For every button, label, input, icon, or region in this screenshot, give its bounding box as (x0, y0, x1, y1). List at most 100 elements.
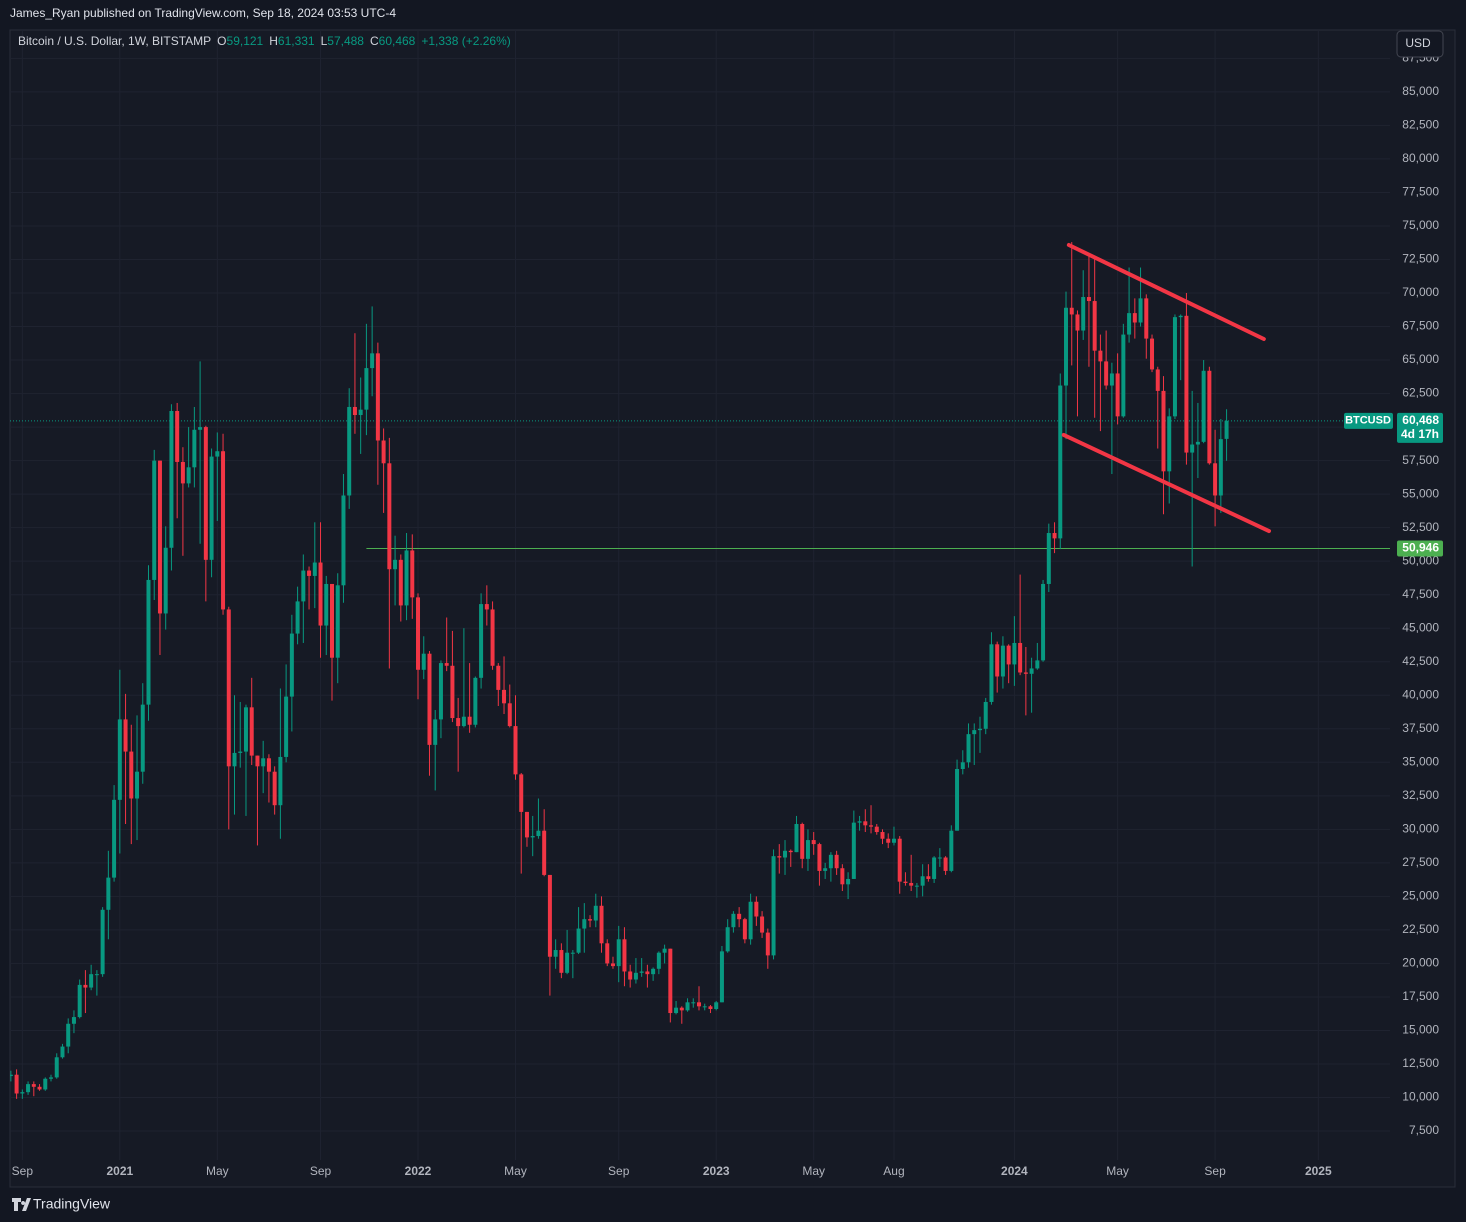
plot (10, 242, 1390, 1099)
candle-body (352, 406, 357, 416)
candle-body (1092, 301, 1097, 351)
y-tick-label: 40,000 (1402, 687, 1439, 701)
candle-body (387, 463, 392, 570)
candle-body (198, 427, 203, 430)
candle-body (760, 916, 765, 933)
candle-body (1104, 361, 1109, 386)
x-tick-label: Sep (12, 1164, 34, 1178)
candle-body (1172, 317, 1177, 417)
candle-body (10, 1074, 13, 1077)
candle-body (507, 703, 512, 727)
candle-body (1058, 385, 1063, 539)
candle-body (1012, 642, 1017, 665)
candle-body (456, 718, 461, 727)
candle-body (857, 821, 862, 823)
currency-button[interactable] (1396, 30, 1444, 58)
candle-body (811, 840, 816, 845)
candle-body (817, 844, 822, 871)
candle-body (77, 984, 82, 1018)
candle-body (565, 952, 570, 973)
candle-body (249, 707, 254, 756)
candle-body (226, 609, 231, 767)
trendline (1061, 432, 1272, 534)
candle-body (169, 410, 174, 548)
y-tick-label: 22,500 (1402, 922, 1439, 936)
candle-body (783, 850, 788, 858)
y-tick-label: 45,000 (1402, 620, 1439, 634)
ohlc-value: 60,468 (379, 34, 416, 48)
candle-body (215, 451, 220, 457)
candle-body (639, 971, 644, 973)
candle-body (719, 951, 724, 1003)
candle-body (645, 971, 650, 975)
y-tick-label: 47,500 (1402, 587, 1439, 601)
candle-body (100, 909, 105, 975)
candle-body (427, 653, 432, 745)
symbol-title: Bitcoin / U.S. Dollar, 1W, BITSTAMP (18, 34, 211, 48)
candle-body (926, 876, 931, 879)
candle-body (628, 971, 633, 980)
candle-body (995, 644, 1000, 677)
candle-body (697, 1002, 701, 1007)
candle-body (989, 644, 994, 702)
candle-body (731, 913, 736, 928)
y-tick-label: 62,500 (1402, 386, 1439, 400)
candle-body (1006, 645, 1011, 665)
ohlc-key: O (217, 34, 226, 48)
candle-body (255, 755, 260, 767)
candle-body (828, 854, 833, 869)
candle-body (977, 728, 982, 731)
candle-body (502, 689, 507, 704)
candle-body (851, 822, 856, 879)
candle-body (748, 901, 753, 940)
candle-body (570, 952, 575, 954)
candle-body (370, 353, 375, 369)
candle-body (1115, 373, 1120, 417)
candle-body (192, 429, 197, 468)
candle-body (1224, 420, 1229, 439)
candle-body (318, 562, 323, 626)
candle-body (725, 927, 730, 952)
candle-body (897, 838, 902, 882)
candle-body (1155, 369, 1160, 391)
candle-body (668, 948, 673, 1014)
candle-body (312, 562, 317, 576)
candle-body (960, 762, 965, 770)
candle-body (364, 368, 369, 410)
candle-body (54, 1057, 59, 1078)
candle-body (943, 857, 948, 871)
candle-body (1041, 583, 1046, 661)
candle-body (656, 952, 661, 969)
x-tick-label: May (1106, 1164, 1129, 1178)
candle-body (266, 758, 271, 772)
symbol-tag-label: BTCUSD (1345, 415, 1391, 427)
candle-body (71, 1017, 76, 1024)
y-tick-label: 32,500 (1402, 788, 1439, 802)
candle-body (679, 1007, 684, 1011)
candle-body (1069, 307, 1074, 315)
candle-body (1098, 350, 1103, 362)
y-tick-label: 52,500 (1402, 520, 1439, 534)
candle-body (662, 948, 667, 953)
candle-body (547, 874, 552, 957)
candle-body (983, 701, 988, 729)
y-tick-label: 70,000 (1402, 285, 1439, 299)
candle-body (261, 758, 266, 767)
candle-body (444, 663, 449, 666)
candle-body (410, 550, 415, 598)
candle-body (949, 830, 954, 871)
y-tick-label: 7,500 (1409, 1123, 1439, 1137)
candle-body (616, 939, 621, 967)
candle-body (708, 1006, 713, 1010)
ohlc-value: 57,488 (327, 34, 364, 48)
candle-body (840, 868, 845, 885)
y-tick-label: 25,000 (1402, 889, 1439, 903)
candle-body (14, 1074, 19, 1094)
symbol-legend: Bitcoin / U.S. Dollar, 1W, BITSTAMP O59,1… (18, 34, 511, 48)
currency-label[interactable]: USD (1405, 36, 1431, 50)
brand-name: TradingView (33, 1196, 111, 1212)
last-price-label: 60,468 (1402, 413, 1439, 427)
candle-body (674, 1007, 679, 1014)
candle-body (1075, 314, 1080, 331)
support-label: 50,946 (1402, 541, 1439, 555)
